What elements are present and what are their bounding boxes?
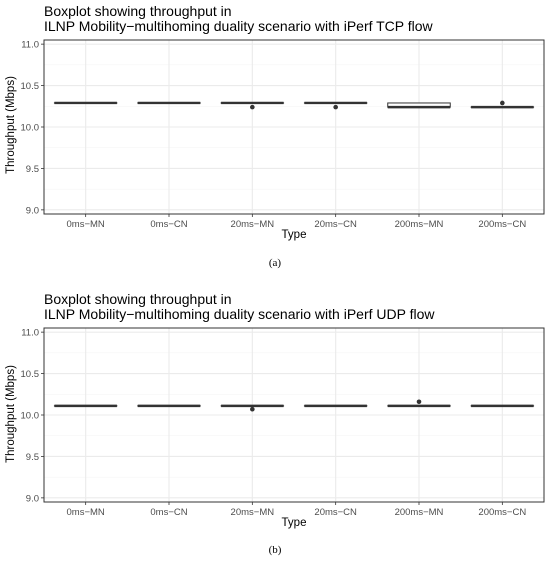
chart-a: Boxplot showing throughput in ILNP Mobil… (5, 3, 545, 269)
x-axis-title: Type (282, 229, 307, 241)
chart-b: Boxplot showing throughput in ILNP Mobil… (5, 291, 545, 556)
x-tick-label: 200ms−MN (395, 219, 444, 230)
chart-title-line-2: ILNP Mobility−multihoming duality scenar… (44, 18, 434, 34)
y-tick-label: 10.0 (21, 122, 40, 133)
x-tick-label: 20ms−CN (314, 219, 357, 230)
figure-caption: (b) (269, 544, 282, 556)
x-tick-label: 0ms−CN (150, 507, 187, 518)
outlier-point (333, 104, 338, 110)
x-tick-label: 200ms−CN (478, 507, 526, 518)
y-axis-title: Throughput (Mbps) (5, 76, 17, 174)
x-tick-label: 0ms−MN (67, 219, 105, 230)
y-tick-label: 9.5 (26, 452, 39, 463)
y-tick-label: 9.0 (26, 493, 39, 504)
y-tick-label: 11.0 (21, 40, 39, 51)
y-tick-label: 10.5 (21, 369, 40, 380)
x-axis-title: Type (282, 517, 307, 529)
panel-border (43, 327, 545, 503)
y-axis-title: Throughput (Mbps) (5, 365, 17, 463)
outlier-point (250, 104, 255, 110)
chart-title-line-1: Boxplot showing throughput in (44, 291, 232, 307)
y-tick-label: 10.0 (21, 410, 40, 421)
y-tick-label: 10.5 (21, 81, 40, 92)
plot-area: 9.0 9.5 10.0 10.5 11.0 0ms−MN 0ms−CN 20ms−MN 20m… (21, 327, 545, 518)
y-tick-label: 11.0 (21, 328, 39, 339)
x-tick-label: 0ms−CN (150, 219, 187, 230)
outlier-point (500, 100, 505, 106)
x-tick-label: 20ms−MN (231, 219, 275, 230)
y-tick-label: 9.0 (26, 205, 39, 216)
outlier-point (250, 406, 255, 412)
panel-border (43, 39, 545, 215)
x-tick-label: 20ms−MN (231, 507, 275, 518)
x-tick-label: 20ms−CN (314, 507, 357, 518)
y-tick-label: 9.5 (26, 164, 39, 175)
x-tick-label: 0ms−MN (67, 507, 105, 518)
figure-caption: (a) (269, 257, 282, 269)
chart-title-line-1: Boxplot showing throughput in (44, 3, 232, 19)
plot-area: 9.0 9.5 10.0 10.5 11.0 0ms−MN 0ms−CN 20ms−MN 20m… (21, 39, 545, 230)
x-tick-label: 200ms−MN (395, 507, 444, 518)
x-tick-label: 200ms−CN (478, 219, 526, 230)
outlier-point (416, 399, 422, 405)
chart-title-line-2: ILNP Mobility−multihoming duality scenar… (44, 306, 435, 322)
